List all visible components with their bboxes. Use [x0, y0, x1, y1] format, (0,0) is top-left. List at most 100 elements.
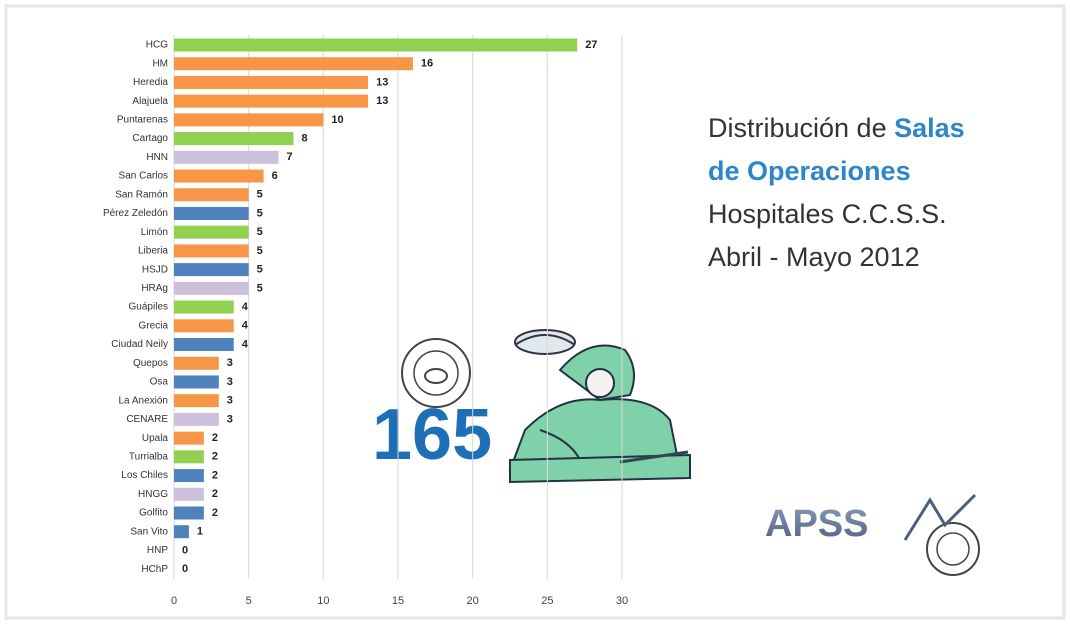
value-label: 10 — [331, 114, 343, 126]
bar — [174, 525, 189, 538]
bar — [174, 338, 234, 351]
x-tick-label: 20 — [467, 595, 479, 607]
bar — [174, 95, 368, 108]
bar — [174, 39, 577, 52]
category-label: Puntarenas — [117, 115, 168, 126]
value-label: 5 — [257, 264, 263, 276]
category-label: Limón — [141, 227, 168, 238]
bar — [174, 170, 264, 183]
value-label: 5 — [257, 226, 263, 238]
value-label: 2 — [212, 451, 218, 463]
value-label: 2 — [212, 507, 218, 519]
title-line: Hospitales C.C.S.S. — [708, 199, 947, 229]
value-label: 3 — [227, 395, 233, 407]
bar — [174, 413, 219, 426]
value-label: 7 — [287, 151, 293, 163]
value-label: 0 — [182, 544, 188, 556]
bar — [174, 207, 249, 220]
bar — [174, 263, 249, 276]
bar — [174, 244, 249, 257]
value-label: 4 — [242, 301, 249, 313]
bar — [174, 301, 234, 314]
value-label: 0 — [182, 563, 188, 575]
category-label: HNP — [147, 545, 168, 556]
category-label: Liberia — [138, 246, 168, 257]
category-label: HCG — [146, 40, 168, 51]
value-label: 1 — [197, 526, 203, 538]
title-segment: Hospitales C.C.S.S. — [708, 199, 947, 229]
x-tick-label: 10 — [317, 595, 329, 607]
category-label: Los Chiles — [121, 470, 168, 481]
title-line: de Operaciones — [708, 156, 911, 186]
category-label: HNN — [146, 152, 168, 163]
value-label: 13 — [376, 95, 388, 107]
value-label: 3 — [227, 413, 233, 425]
value-label: 6 — [272, 170, 278, 182]
category-label: HSJD — [142, 264, 168, 275]
page: {"chart_data": { "type": "bar", "orienta… — [0, 0, 1070, 624]
title-segment: Abril - Mayo 2012 — [708, 242, 920, 272]
category-label: Heredia — [133, 77, 168, 88]
x-tick-label: 25 — [541, 595, 553, 607]
value-label: 4 — [242, 320, 249, 332]
category-label: HChP — [141, 564, 168, 575]
bar — [174, 507, 204, 520]
category-label: Upala — [142, 433, 169, 444]
title-segment: Salas — [894, 113, 965, 143]
value-label: 27 — [585, 39, 597, 51]
category-label: Osa — [150, 377, 169, 388]
logo-text: APSS — [765, 503, 868, 545]
bar — [174, 226, 249, 239]
bar — [174, 469, 204, 482]
category-label: Golfito — [139, 508, 168, 519]
bar — [174, 450, 204, 463]
category-label: Pérez Zeledón — [103, 208, 168, 219]
value-label: 5 — [257, 245, 263, 257]
value-label: 5 — [257, 207, 263, 219]
value-label: 5 — [257, 282, 263, 294]
total-annotation: 165 — [372, 395, 492, 475]
bar — [174, 132, 293, 145]
value-label: 2 — [212, 432, 218, 444]
value-label: 4 — [242, 338, 249, 350]
value-label: 3 — [227, 357, 233, 369]
bar — [174, 357, 219, 370]
bar — [174, 151, 279, 164]
bar — [174, 188, 249, 201]
bar — [174, 76, 368, 89]
value-label: 13 — [376, 76, 388, 88]
value-label: 2 — [212, 488, 218, 500]
bar — [174, 488, 204, 501]
value-label: 8 — [301, 133, 307, 145]
title-line: Abril - Mayo 2012 — [708, 242, 920, 272]
bar — [174, 375, 219, 388]
value-label: 3 — [227, 376, 233, 388]
category-label: Ciudad Neily — [111, 339, 168, 350]
title-segment: de Operaciones — [708, 156, 911, 186]
bar — [174, 432, 204, 445]
category-label: Cartago — [132, 133, 168, 144]
bar — [174, 394, 219, 407]
value-label: 5 — [257, 189, 263, 201]
bar — [174, 319, 234, 332]
category-label: La Anexión — [119, 395, 169, 406]
category-label: Grecia — [139, 320, 169, 331]
x-tick-label: 0 — [171, 595, 177, 607]
category-label: Turrialba — [129, 451, 169, 462]
category-label: Alajuela — [132, 96, 168, 107]
x-tick-label: 15 — [392, 595, 404, 607]
category-label: HRAg — [141, 283, 168, 294]
category-label: CENARE — [126, 414, 168, 425]
x-tick-label: 5 — [246, 595, 252, 607]
title-line: Distribución de Salas — [708, 113, 965, 143]
category-label: Quepos — [133, 358, 168, 369]
category-label: HM — [152, 58, 168, 69]
value-label: 16 — [421, 58, 433, 70]
bar — [174, 57, 413, 70]
bar — [174, 113, 323, 126]
title-segment: Distribución de — [708, 113, 894, 143]
category-label: San Carlos — [119, 171, 168, 182]
category-label: San Ramón — [115, 189, 168, 200]
category-label: Guápiles — [129, 302, 168, 313]
x-tick-label: 30 — [616, 595, 628, 607]
